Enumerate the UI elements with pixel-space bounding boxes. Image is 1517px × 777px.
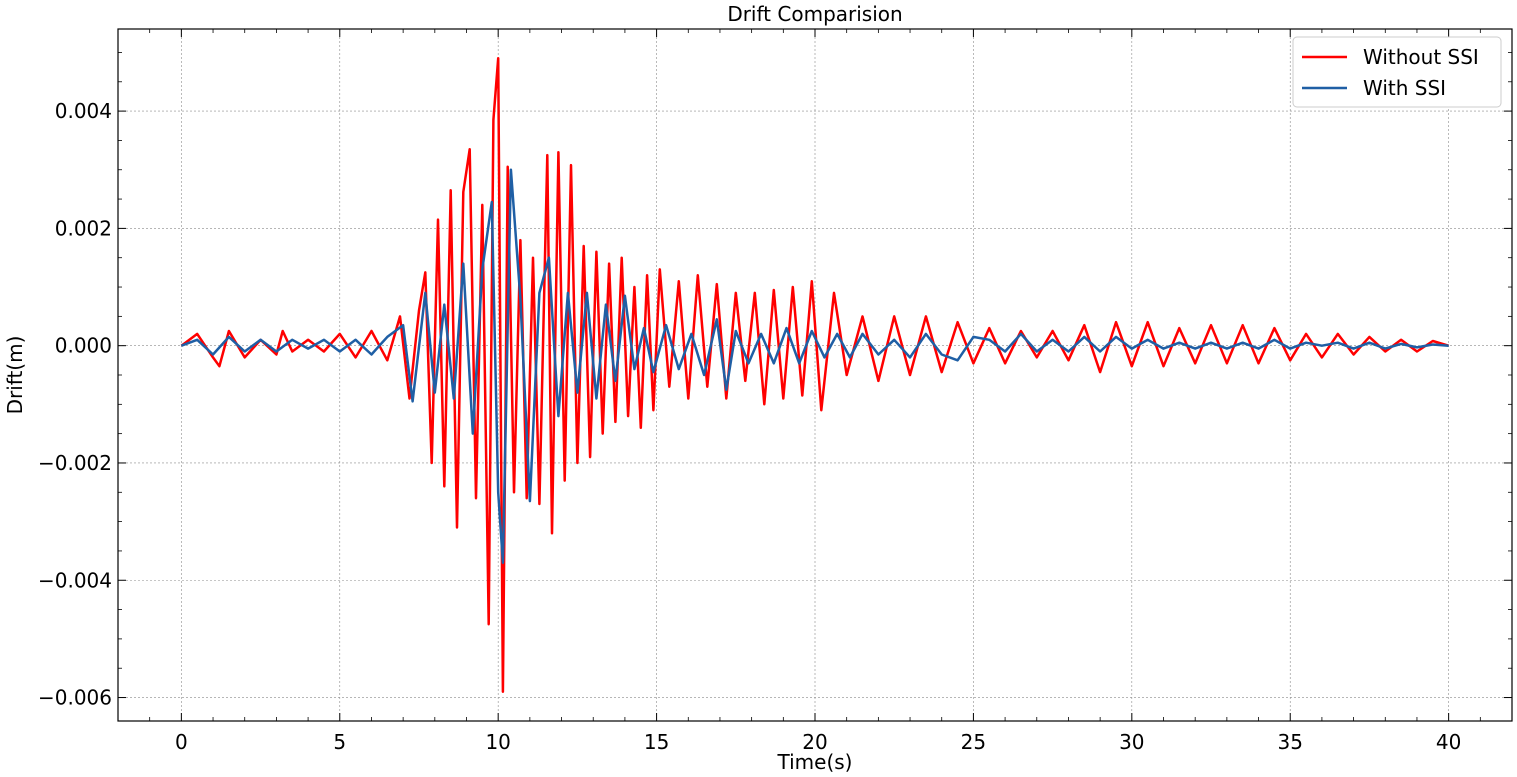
series-layer [180,57,1449,693]
y-tick-label: 0.002 [55,216,112,240]
x-tick-label: 20 [802,730,827,754]
legend-box [1292,36,1502,108]
y-tick-label: −0.004 [38,568,112,592]
legend: Without SSI With SSI [1292,36,1502,108]
legend-label-with-ssi: With SSI [1363,76,1446,100]
x-tick-label: 40 [1436,730,1461,754]
y-tick-label: −0.002 [38,451,112,475]
x-axis-title: Time(s) [777,750,853,774]
chart-title: Drift Comparision [727,2,902,26]
axis-tick-labels: 0 5 10 15 20 25 30 35 40 −0.006 −0.004 −0.002 0.000 0… [38,99,1461,754]
grid-lines [118,29,1512,721]
legend-label-without-ssi: Without SSI [1363,45,1479,69]
x-tick-label: 15 [644,730,669,754]
y-tick-label: 0.000 [55,334,112,358]
y-tick-label: 0.004 [55,99,112,123]
axis-ticks [117,29,1513,721]
x-tick-label: 30 [1119,730,1144,754]
x-tick-label: 0 [175,730,188,754]
x-tick-label: 5 [333,730,346,754]
series-line-with-ssi [180,168,1449,564]
series-line-without-ssi [180,57,1449,693]
y-tick-label: −0.006 [38,686,112,710]
x-tick-label: 35 [1278,730,1303,754]
y-axis-title: Drift(m) [3,336,27,415]
x-tick-label: 10 [485,730,510,754]
x-tick-label: 25 [961,730,986,754]
